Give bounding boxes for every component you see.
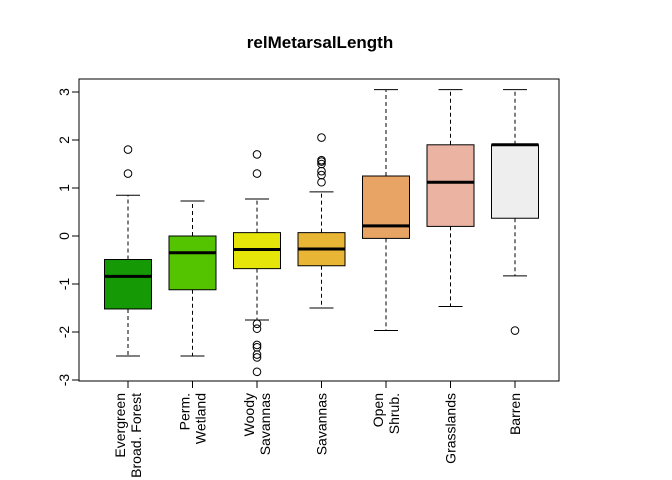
plot-frame [78,78,560,382]
outlier-point [252,340,262,350]
category-label-line: Savannas [314,393,330,455]
outlier-point [317,155,326,165]
category-label: WoodySavannas [241,393,273,455]
category-label-line: Evergreen [112,393,128,458]
outlier-point [317,133,326,142]
outlier-point [123,169,133,178]
outlier-point [317,170,326,180]
category-label-line: Barren [507,393,523,435]
box-group [168,200,217,357]
outlier-point [252,324,262,333]
box-group [297,133,346,309]
outlier-point [252,319,262,329]
box-iqr [168,235,217,291]
outlier-point [252,150,262,159]
y-tick-label: -3 [56,374,72,387]
box-group [362,89,410,332]
category-label: Grasslands [443,393,459,464]
category-label-line: Woody [241,393,257,436]
box-iqr [491,144,539,219]
category-label: Savannas [314,393,330,455]
box-group [233,150,281,377]
box-iqr [362,175,410,239]
outlier-point [317,177,326,187]
category-label-line: Shrub. [386,393,402,434]
outlier-point [252,350,262,359]
category-label-line: Savannas [257,393,273,455]
category-label-line: Grasslands [443,393,459,464]
outlier-point [123,145,133,154]
category-label: Barren [507,393,523,435]
y-tick-label: -2 [56,326,72,339]
category-label-line: Broad. Forest [128,393,144,478]
y-tick-label: 1 [56,184,72,192]
box-group [491,89,539,335]
y-tick-label: 0 [56,232,72,240]
boxes-layer [104,89,539,377]
category-label-line: Wetland [193,393,209,444]
category-label: Perm.Wetland [177,393,209,444]
category-label: EvergreenBroad. Forest [112,393,144,478]
y-tick-label: -1 [56,278,72,291]
outlier-point [510,326,520,335]
y-tick-label: 3 [56,88,72,96]
box-iqr [426,144,475,227]
category-label-line: Open [370,393,386,427]
y-axis: -3 -2 -1 0 1 2 3 [56,88,80,387]
chart-title: relMetarsalLength [247,33,393,52]
outlier-point [317,159,326,169]
box-group [104,145,152,357]
category-label: OpenShrub. [370,393,402,434]
outlier-point [252,353,262,362]
category-label-line: Perm. [177,393,193,430]
y-tick-label: 2 [56,136,72,144]
box-group [426,89,475,308]
x-axis: EvergreenBroad. Forest Perm.Wetland WoodyS… [112,380,523,478]
outlier-point [252,367,262,377]
box-iqr [104,259,152,310]
outlier-point [252,169,262,178]
